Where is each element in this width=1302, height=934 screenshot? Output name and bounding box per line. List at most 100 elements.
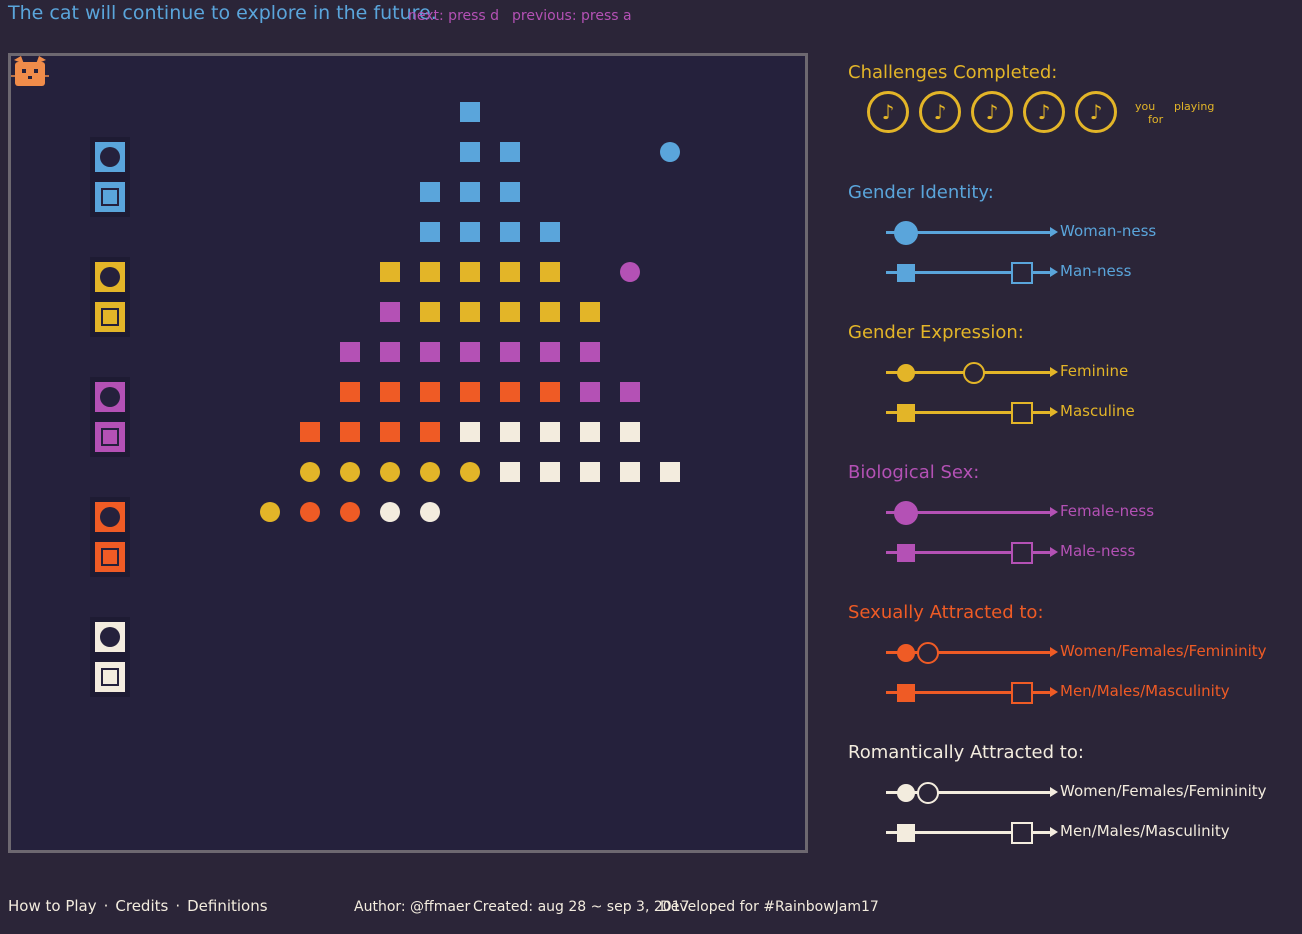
music-note-icon: ♪ (867, 91, 909, 133)
grid-circle (380, 502, 400, 522)
slider-label: Women/Females/Femininity (1060, 642, 1267, 660)
grid-square (300, 422, 320, 442)
hollow-circle-knob[interactable] (962, 361, 985, 384)
hollow-square-knob[interactable] (1011, 261, 1034, 284)
grid-circle (300, 462, 320, 482)
grid-circle (460, 462, 480, 482)
grid-square (500, 222, 520, 242)
filled-square-knob[interactable] (896, 683, 915, 702)
filled-square-knob[interactable] (896, 403, 915, 422)
separator-dot: · (175, 897, 181, 915)
grid-square (420, 262, 440, 282)
grid-square (540, 222, 560, 242)
grid-square (500, 302, 520, 322)
slider-track (886, 651, 1052, 654)
filled-circle-knob[interactable] (896, 783, 915, 802)
hollow-square-knob[interactable] (1011, 401, 1034, 424)
grid-square (580, 422, 600, 442)
grid-square (500, 342, 520, 362)
hollow-circle-knob[interactable] (916, 641, 939, 664)
slider-label: Male-ness (1060, 542, 1136, 560)
slider[interactable]: Feminine (886, 360, 1266, 384)
arrow-right-icon (1050, 267, 1058, 277)
slider[interactable]: Women/Females/Femininity (886, 780, 1267, 804)
previous-hint[interactable]: previous: press a (512, 8, 632, 24)
thanks-playing: playing (1174, 100, 1215, 113)
filled-circle-knob[interactable] (896, 643, 915, 662)
grid-square (460, 142, 480, 162)
grid-square (460, 262, 480, 282)
grid-square (580, 342, 600, 362)
grid-square (500, 422, 520, 442)
grid-square (460, 102, 480, 122)
created-text: Created: aug 28 ~ sep 3, 2017 (473, 899, 690, 915)
music-note-icon: ♪ (1075, 91, 1117, 133)
slider-track (886, 691, 1052, 694)
grid-circle (300, 502, 320, 522)
slider-track (886, 791, 1052, 794)
filled-circle-knob[interactable] (896, 363, 915, 382)
filled-circle-knob[interactable] (893, 220, 918, 245)
arrow-right-icon (1050, 787, 1058, 797)
game-board[interactable] (8, 53, 808, 853)
grid-square (620, 422, 640, 442)
slider-label: Men/Males/Masculinity (1060, 822, 1230, 840)
legend-tile-yellow-square (90, 297, 130, 337)
hollow-square-knob[interactable] (1011, 681, 1034, 704)
grid-square (500, 182, 520, 202)
grid-square (540, 382, 560, 402)
cat-icon[interactable] (11, 56, 49, 90)
arrow-right-icon (1050, 507, 1058, 517)
slider[interactable]: Female-ness (886, 500, 1266, 525)
next-hint[interactable]: next: press d (408, 8, 500, 24)
legend-tile-purple-square (90, 417, 130, 457)
slider-label: Men/Males/Masculinity (1060, 682, 1230, 700)
slider[interactable]: Men/Males/Masculinity (886, 680, 1266, 704)
slider[interactable]: Women/Females/Femininity (886, 640, 1267, 664)
filled-square-knob[interactable] (896, 543, 915, 562)
grid-square (420, 302, 440, 322)
slider[interactable]: Woman-ness (886, 220, 1266, 245)
filled-circle-knob[interactable] (893, 500, 918, 525)
grid-circle (420, 462, 440, 482)
hollow-circle-knob[interactable] (916, 781, 939, 804)
section-title: Biological Sex: (848, 462, 980, 483)
arrow-right-icon (1050, 647, 1058, 657)
credits-link[interactable]: Credits (115, 897, 169, 915)
hollow-square-knob[interactable] (1011, 821, 1034, 844)
legend-tile-purple-circle (90, 377, 130, 417)
grid-square (500, 382, 520, 402)
grid-square (380, 382, 400, 402)
grid-square (420, 422, 440, 442)
music-note-icon: ♪ (971, 91, 1013, 133)
slider[interactable]: Man-ness (886, 260, 1266, 284)
grid-circle (420, 502, 440, 522)
legend-tile-cream-circle (90, 617, 130, 657)
legend-tile-blue-circle (90, 137, 130, 177)
grid-square (500, 462, 520, 482)
how-to-play-link[interactable]: How to Play (8, 897, 97, 915)
grid-circle (340, 502, 360, 522)
hollow-square-knob[interactable] (1011, 541, 1034, 564)
grid-square (460, 302, 480, 322)
slider[interactable]: Masculine (886, 400, 1266, 424)
slider[interactable]: Men/Males/Masculinity (886, 820, 1266, 844)
grid-circle (380, 462, 400, 482)
thanks-you: you (1135, 100, 1156, 113)
slider-label: Woman-ness (1060, 222, 1157, 240)
definitions-link[interactable]: Definitions (187, 897, 268, 915)
slider-track (886, 511, 1052, 514)
grid-square (420, 342, 440, 362)
legend-tile-cream-square (90, 657, 130, 697)
grid-circle (260, 502, 280, 522)
challenges-title: Challenges Completed: (848, 62, 1058, 83)
slider-track (886, 551, 1052, 554)
arrow-right-icon (1050, 367, 1058, 377)
filled-square-knob[interactable] (896, 263, 915, 282)
arrow-right-icon (1050, 827, 1058, 837)
music-note-icon: ♪ (1023, 91, 1065, 133)
slider[interactable]: Male-ness (886, 540, 1266, 564)
filled-square-knob[interactable] (896, 823, 915, 842)
section-title: Gender Identity: (848, 182, 994, 203)
arrow-right-icon (1050, 547, 1058, 557)
